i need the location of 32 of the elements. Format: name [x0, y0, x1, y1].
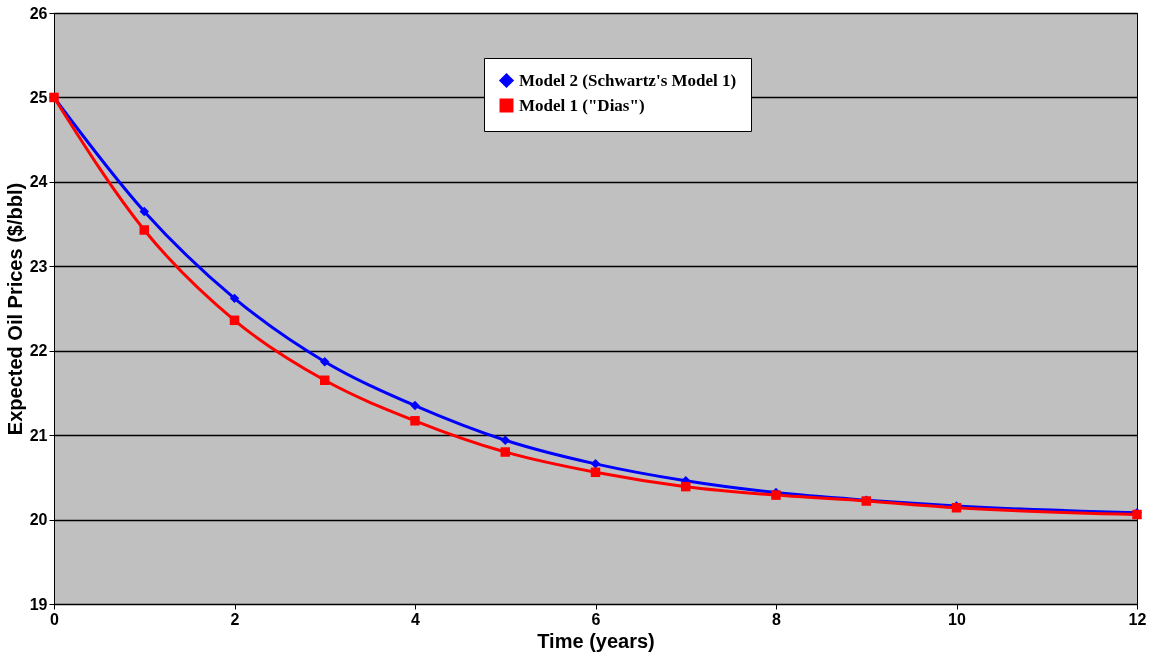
point — [590, 467, 601, 478]
legend-label: Model 2 (Schwartz's Model 1) — [519, 70, 737, 90]
point — [410, 400, 420, 411]
y-tick-label: 20 — [29, 511, 48, 529]
point — [681, 481, 691, 492]
x-tick-label: 2 — [230, 610, 240, 628]
point — [320, 375, 330, 386]
x-tick-label: 4 — [411, 610, 421, 628]
y-tick-label: 23 — [29, 257, 48, 275]
x-tick-label: 12 — [1128, 610, 1147, 628]
point — [139, 225, 149, 235]
point — [590, 459, 601, 469]
y-tick-label: 26 — [29, 4, 48, 22]
x-tick-label: 0 — [50, 610, 60, 628]
point — [229, 293, 240, 304]
point — [410, 416, 420, 426]
x-axis-title: Time (years) — [537, 629, 655, 652]
y-tick-label: 21 — [29, 426, 48, 444]
y-tick-label: 19 — [29, 595, 48, 613]
x-tick-label: 6 — [591, 610, 601, 628]
x-tick-label: 10 — [948, 610, 966, 628]
point — [500, 435, 510, 445]
y-axis-title: Expected Oil Prices ($/bbl) — [3, 182, 26, 436]
x-tick-label: 8 — [772, 610, 782, 628]
y-tick-label: 22 — [29, 342, 48, 360]
point — [229, 315, 240, 326]
y-tick-label: 24 — [29, 173, 48, 191]
point — [320, 356, 330, 367]
legend-label: Model 1 ("Dias") — [519, 95, 645, 115]
point — [139, 206, 149, 217]
y-tick-label: 25 — [29, 88, 48, 106]
point — [500, 447, 510, 457]
